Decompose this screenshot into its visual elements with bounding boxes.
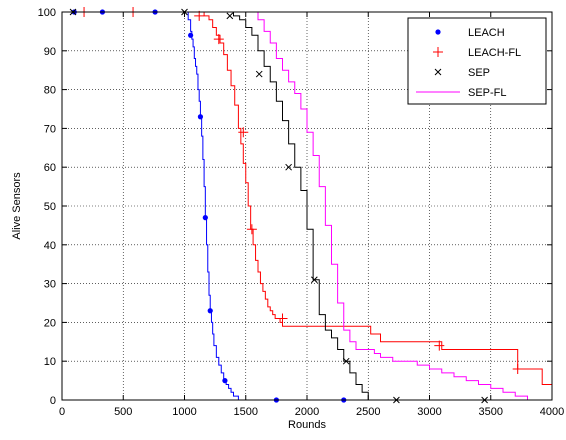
data-point-leach-fl	[277, 313, 288, 324]
data-point-sep	[255, 70, 263, 78]
x-tick-label: 2500	[356, 406, 380, 418]
data-point-leach	[197, 114, 204, 120]
series-line-sep	[62, 11, 552, 401]
data-point-leach-fl	[434, 340, 445, 351]
legend-label-sep-fl: SEP-FL	[468, 87, 507, 99]
y-tick-label: 10	[44, 356, 56, 368]
y-tick-label: 30	[44, 279, 56, 291]
data-point-sep	[226, 12, 234, 20]
series-line-sep-fl	[62, 11, 552, 401]
x-tick-label: 1000	[172, 406, 196, 418]
y-tick-label: 40	[44, 240, 56, 252]
y-tick-label: 20	[44, 317, 56, 329]
legend-marker-sep	[434, 68, 442, 76]
legend-marker-leach-fl	[433, 47, 443, 57]
series-line-leach-fl	[62, 11, 552, 385]
legend-label-leach-fl: LEACH-FL	[468, 47, 521, 59]
data-point-leach	[202, 215, 208, 221]
data-point-leach-fl	[238, 127, 249, 138]
x-tick-label: 2000	[295, 406, 319, 418]
x-tick-label: 1500	[234, 406, 258, 418]
y-tick-label: 100	[38, 7, 56, 19]
y-tick-label: 60	[44, 162, 56, 174]
data-point-leach	[222, 378, 228, 384]
data-point-leach-fl	[512, 363, 523, 374]
x-tick-label: 0	[59, 406, 65, 418]
x-tick-label: 3500	[479, 406, 503, 418]
data-point-leach-fl	[213, 34, 224, 45]
legend-marker-leach	[435, 29, 441, 35]
y-tick-label: 90	[44, 46, 56, 58]
y-tick-label: 80	[44, 85, 56, 97]
legend-label-leach: LEACH	[468, 27, 505, 39]
data-point-leach-fl	[246, 224, 257, 235]
x-tick-label: 4000	[540, 406, 564, 418]
legend-label-sep: SEP	[468, 67, 490, 79]
legend-box	[407, 17, 547, 105]
data-point-sep	[342, 357, 350, 365]
y-tick-label: 70	[44, 123, 56, 135]
data-point-sep	[285, 163, 292, 171]
legend: LEACH LEACH-FL SEP SEP-FL	[407, 17, 547, 105]
y-tick-label: 50	[44, 201, 56, 213]
data-point-leach	[188, 32, 194, 38]
x-axis-ticks: 0 500 1000 1500 2000 2500 3000 3500 4000	[59, 12, 564, 418]
y-tick-label: 0	[50, 395, 56, 407]
data-point-leach	[207, 308, 213, 314]
x-tick-label: 3000	[417, 406, 441, 418]
data-point-leach-fl	[194, 10, 205, 21]
markers-layer	[69, 7, 523, 404]
x-axis-label: Rounds	[288, 419, 326, 431]
y-axis-label: Alive Sensors	[11, 172, 23, 240]
y-axis-ticks: 0 10 20 30 40 50 60 70 80 90 100	[38, 7, 552, 407]
data-point-sep	[310, 276, 318, 284]
x-tick-label: 500	[114, 406, 132, 418]
